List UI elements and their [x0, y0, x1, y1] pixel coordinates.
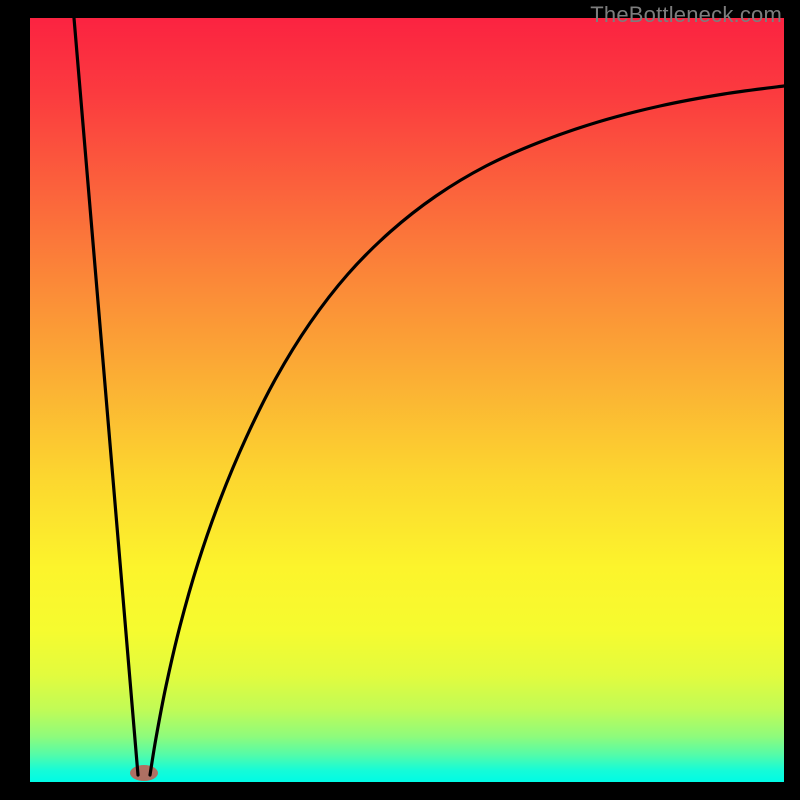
descending-line — [74, 18, 138, 775]
curves-layer — [30, 18, 784, 782]
ascending-curve — [150, 86, 784, 775]
watermark-text: TheBottleneck.com — [590, 2, 782, 28]
min-point-marker — [130, 765, 158, 781]
plot-area — [30, 18, 784, 782]
chart-container: TheBottleneck.com — [0, 0, 800, 800]
